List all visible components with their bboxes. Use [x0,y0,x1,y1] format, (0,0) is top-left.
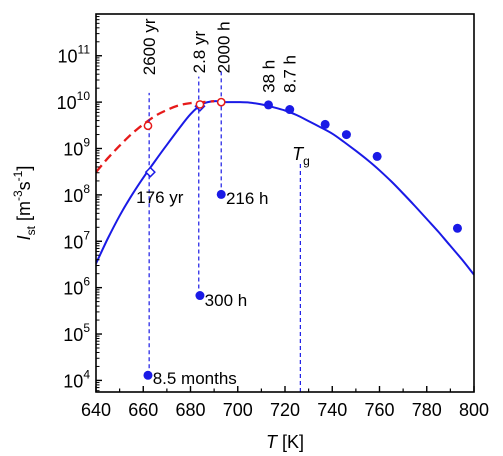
axes-layer: 640 660 680 700 720 740 760 780 800 104 105 106 107 1… [11,16,489,452]
x-tick-label: 780 [412,400,442,420]
annotation-label: 176 yr [136,188,184,207]
dashed-reference-lines [148,69,301,392]
annotation-label: 216 h [226,189,269,208]
x-tick-label: 740 [317,400,347,420]
x-tick-label: 800 [459,400,489,420]
annotation-label: 38 h [259,60,278,93]
tg-label: Tg [292,144,310,168]
y-tick-label: 105 [63,321,90,345]
data-point [452,223,462,233]
open-circle-point [195,100,205,109]
x-axis-label: T [K] [266,432,304,452]
y-axis-label: Ist [m-3s-1] [11,166,38,241]
data-point [195,291,205,301]
x-tick-label: 700 [223,400,253,420]
red-dashed-curve [96,100,215,173]
data-point [372,151,382,161]
annotation-label: 300 h [205,291,248,310]
y-tick-label: 108 [63,182,90,206]
data-point [285,105,295,115]
y-tick-label: 107 [63,228,90,252]
y-tick-label: 1010 [57,89,91,113]
annotations: 2600 yr 2.8 yr 2000 h 38 h 8.7 h 176 yr 216 h 3… [136,18,310,388]
data-point [216,189,226,199]
x-tick-label: 760 [364,400,394,420]
annotation-label: 8.7 h [281,55,300,93]
data-point [341,130,351,140]
y-tick-label: 104 [63,367,90,391]
data-point [320,119,330,129]
open-circle-point [143,121,153,131]
data-markers [143,97,462,380]
x-tick-label: 680 [175,400,205,420]
x-tick-label: 720 [270,400,300,420]
y-tick-label: 106 [63,275,90,299]
annotation-label: 2.8 yr [190,31,209,74]
annotation-label: 8.5 months [153,369,237,388]
open-circle-point [216,97,226,107]
y-tick-label: 1011 [58,43,91,67]
data-point [143,370,153,380]
annotation-label: 2600 yr [140,18,159,75]
curves-layer [96,100,474,276]
annotation-label: 2000 h [215,21,234,73]
x-tick-label: 640 [81,400,111,420]
x-tick-label: 660 [128,400,158,420]
y-tick-label: 109 [63,136,90,160]
open-diamond-point [144,166,156,178]
blue-solid-curve [96,100,474,276]
data-point [263,100,273,110]
